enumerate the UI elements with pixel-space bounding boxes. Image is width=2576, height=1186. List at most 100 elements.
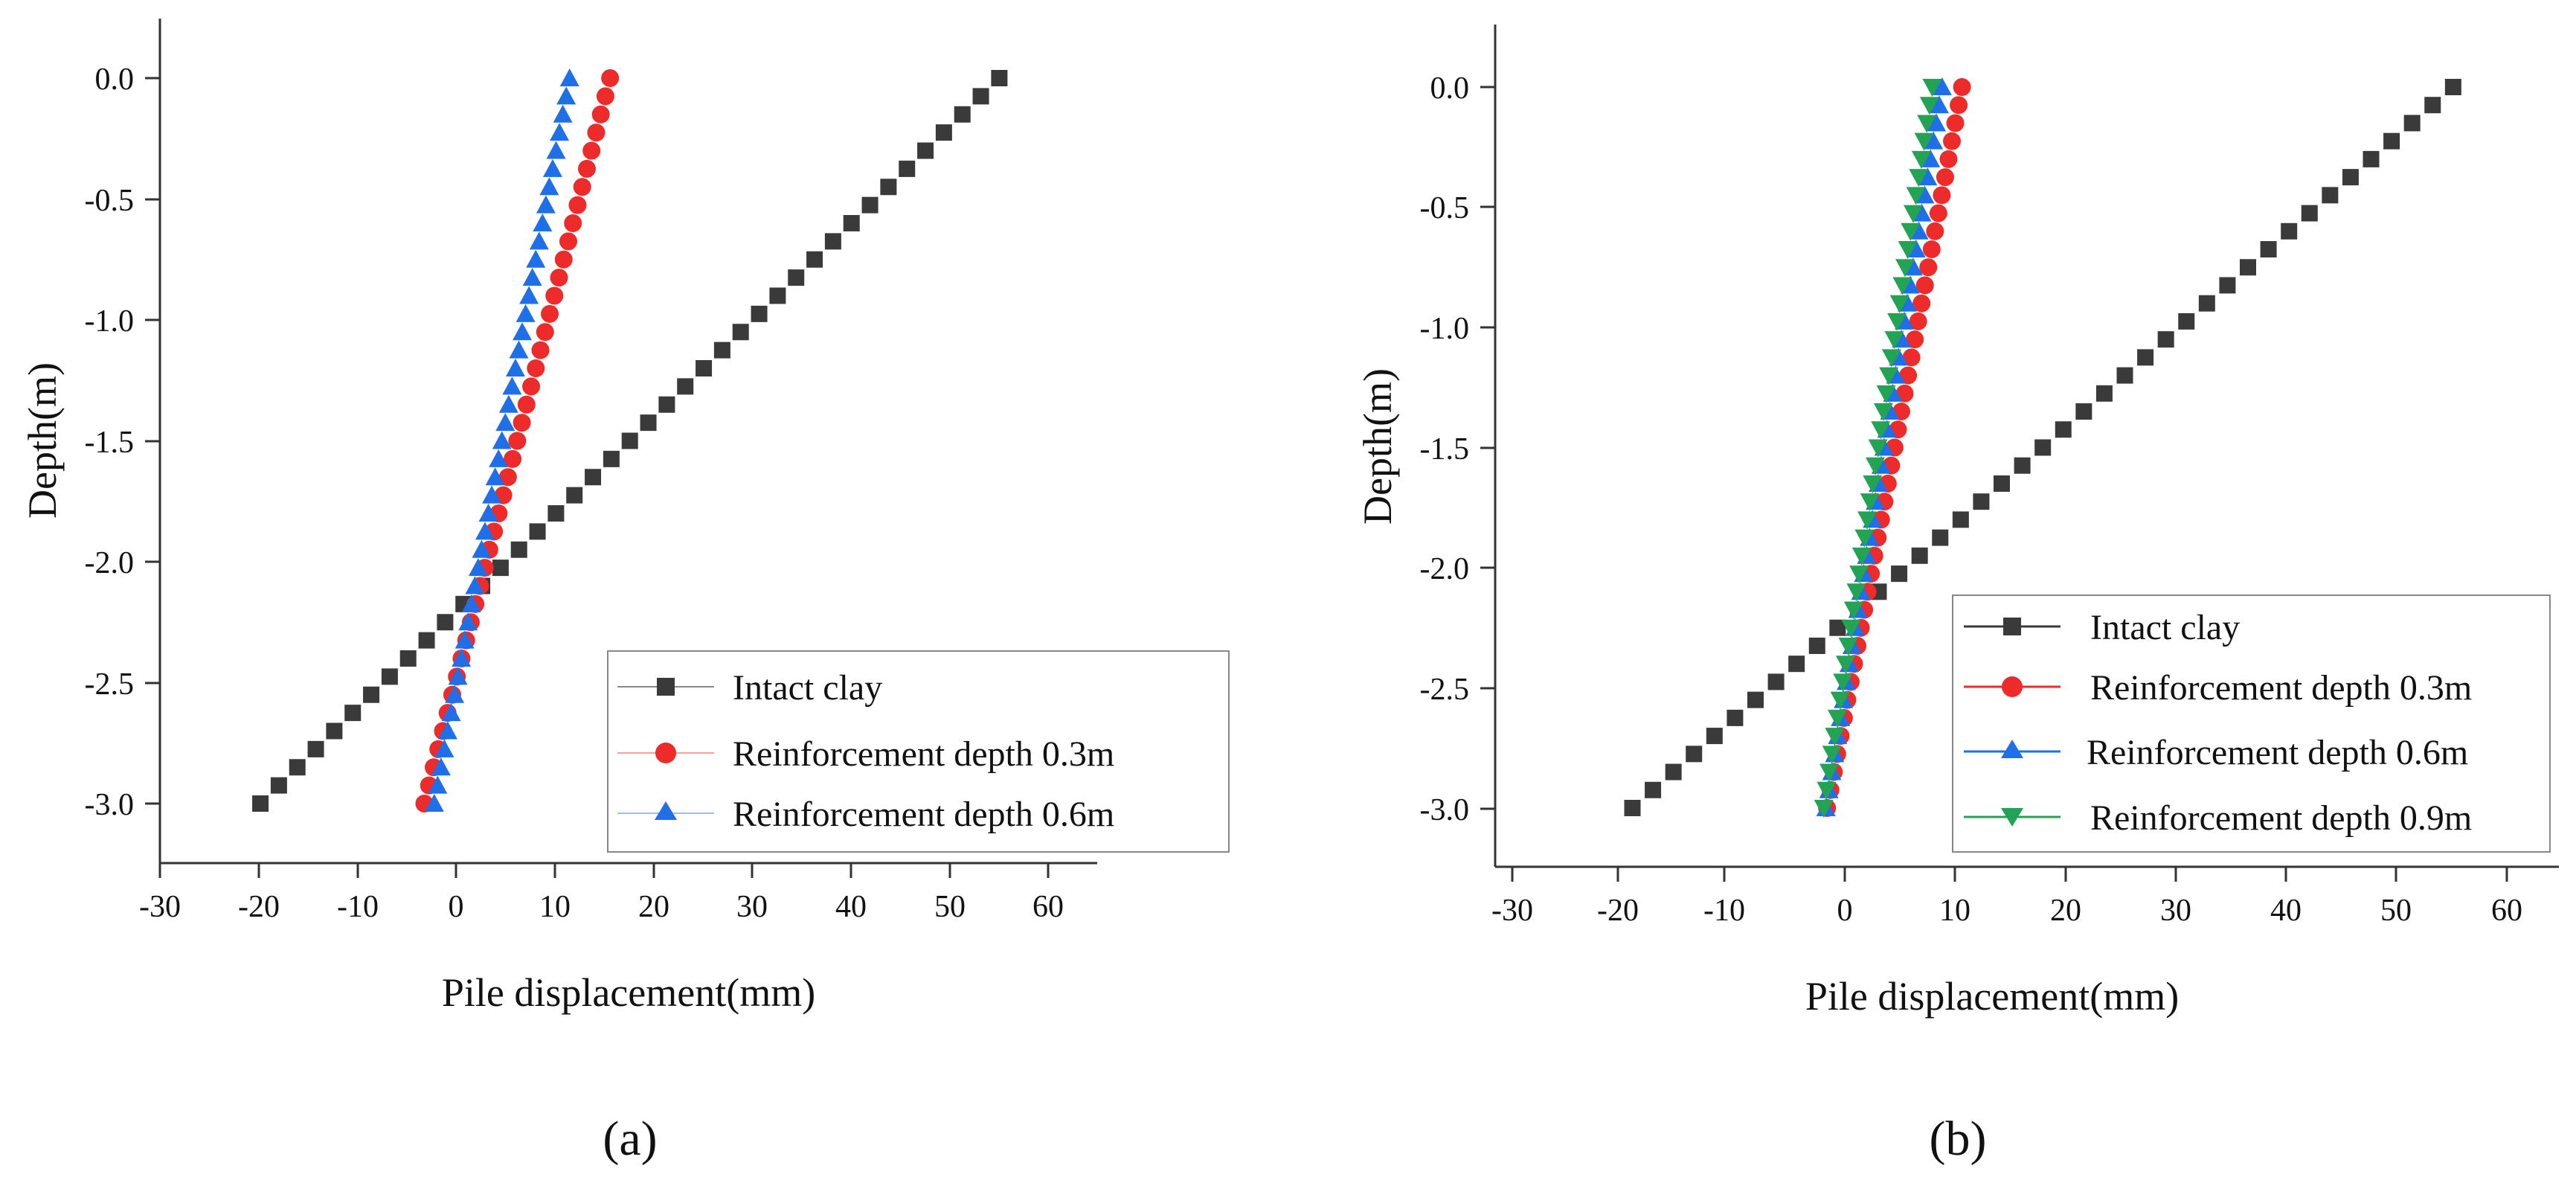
- y-tick-labels-a: 0.0 -0.5 -1.0 -1.5 -2.0 -2.5 -3.0: [85, 62, 135, 822]
- data-point-a-2: [482, 485, 502, 504]
- data-point-a-0: [289, 759, 306, 776]
- data-point-b-0: [1747, 691, 1764, 708]
- data-point-b-1: [1946, 114, 1965, 132]
- data-point-b-3: [1863, 475, 1883, 493]
- y-tick-label-a: -2.0: [85, 546, 135, 580]
- data-point-a-0: [326, 722, 343, 740]
- data-point-b-3: [1903, 205, 1923, 223]
- y-ticks-a: [145, 77, 160, 805]
- data-point-a-2: [550, 123, 570, 141]
- data-point-b-0: [2198, 295, 2215, 312]
- data-point-b-3: [1833, 673, 1853, 692]
- data-point-b-3: [1914, 132, 1934, 151]
- chart-panel-b: -30 -20 -10 0 10 20 30 40 50 60 0.0 -0.5…: [1355, 25, 2559, 1166]
- data-point-b-3: [1911, 150, 1931, 169]
- data-point-b-0: [1665, 763, 1682, 780]
- data-point-b-0: [2137, 349, 2154, 366]
- x-tick-label-b: 20: [2050, 894, 2081, 928]
- data-point-b-0: [2178, 312, 2195, 330]
- data-point-a-0: [880, 179, 897, 196]
- data-point-a-1: [564, 214, 582, 232]
- data-point-b-1: [1926, 222, 1944, 240]
- y-ticks-b: [1480, 86, 1495, 810]
- data-point-a-0: [696, 360, 713, 376]
- data-point-a-2: [546, 141, 566, 159]
- x-tick-label-b: 10: [1939, 894, 1970, 928]
- data-point-a-1: [498, 468, 517, 487]
- data-point-b-3: [1871, 421, 1891, 440]
- data-point-b-3: [1830, 691, 1850, 710]
- legend-box-a: [607, 650, 1230, 853]
- data-point-a-0: [972, 88, 989, 105]
- data-point-b-0: [1973, 493, 1990, 510]
- data-point-a-1: [587, 124, 606, 142]
- data-point-b-0: [1932, 529, 1949, 546]
- y-axis-title-a: Depth(m): [20, 362, 65, 519]
- data-point-b-0: [1994, 475, 2011, 492]
- data-point-b-3: [1892, 277, 1912, 295]
- data-point-b-0: [1829, 619, 1846, 636]
- legend-a: Intact clay Reinforcement depth 0.3m Rei…: [607, 650, 1230, 853]
- data-point-b-0: [2014, 457, 2031, 474]
- data-point-b-3: [1814, 800, 1834, 818]
- data-point-a-1: [568, 196, 587, 214]
- x-tick-label-a: 60: [1032, 890, 1064, 924]
- data-point-a-2: [441, 703, 461, 722]
- data-point-a-2: [455, 630, 475, 649]
- y-tick-label-b: -3.0: [1420, 793, 1470, 827]
- data-point-b-3: [1889, 295, 1909, 313]
- data-point-b-0: [2424, 97, 2441, 114]
- data-point-b-2: [1906, 240, 1926, 258]
- data-point-b-1: [1912, 294, 1931, 312]
- data-point-b-0: [2322, 187, 2339, 204]
- x-ticks-b: [1511, 867, 2508, 882]
- data-point-a-2: [495, 413, 515, 432]
- legend-label-b: Reinforcement depth 0.6m: [2087, 733, 2468, 772]
- x-tick-label-a: 0: [449, 890, 464, 924]
- series-a-2: [424, 68, 579, 812]
- data-point-a-0: [658, 396, 675, 413]
- data-point-b-1: [1906, 330, 1924, 349]
- data-point-b-3: [1881, 349, 1901, 368]
- data-point-b-3: [1876, 385, 1896, 403]
- data-point-b-3: [1860, 493, 1880, 512]
- data-point-a-2: [468, 558, 488, 577]
- data-point-a-2: [428, 775, 448, 794]
- data-point-b-2: [1929, 95, 1949, 114]
- data-point-b-0: [1686, 746, 1703, 763]
- data-point-a-0: [640, 414, 657, 432]
- data-point-b-3: [1835, 655, 1855, 674]
- data-point-b-1: [1922, 240, 1941, 259]
- data-point-b-0: [2301, 205, 2318, 222]
- data-point-a-1: [582, 141, 601, 160]
- data-point-b-3: [1827, 709, 1847, 728]
- data-point-a-1: [596, 87, 614, 106]
- data-point-a-2: [533, 214, 553, 231]
- data-point-a-2: [553, 104, 573, 123]
- data-point-b-0: [2444, 79, 2461, 95]
- data-point-b-0: [2240, 259, 2257, 276]
- series-a-0: [252, 70, 1008, 812]
- data-point-b-1: [1919, 258, 1938, 277]
- data-point-a-2: [559, 68, 579, 86]
- data-point-b-3: [1854, 529, 1875, 548]
- data-point-a-2: [539, 177, 559, 196]
- data-point-a-1: [550, 269, 568, 287]
- x-tick-label-b: -30: [1491, 894, 1533, 928]
- caption-a: (a): [603, 1112, 657, 1166]
- data-point-a-1: [541, 304, 559, 323]
- x-axis-title-a: Pile displacement(mm): [442, 970, 815, 1015]
- y-tick-label-a: -3.0: [85, 788, 135, 822]
- data-point-a-1: [527, 359, 545, 377]
- data-point-a-2: [424, 794, 444, 812]
- y-tick-label-a: -1.0: [85, 304, 135, 339]
- data-point-a-2: [542, 158, 562, 177]
- data-point-b-3: [1917, 115, 1937, 133]
- data-point-a-0: [843, 215, 860, 231]
- legend-marker-square-b: [2003, 618, 2021, 635]
- data-point-b-1: [1929, 204, 1947, 222]
- data-point-a-1: [545, 286, 564, 305]
- legend-marker-triangle-down-b: [2001, 808, 2023, 827]
- data-point-b-0: [1911, 547, 1928, 564]
- x-tick-labels-b: -30 -20 -10 0 10 20 30 40 50 60: [1491, 894, 2522, 928]
